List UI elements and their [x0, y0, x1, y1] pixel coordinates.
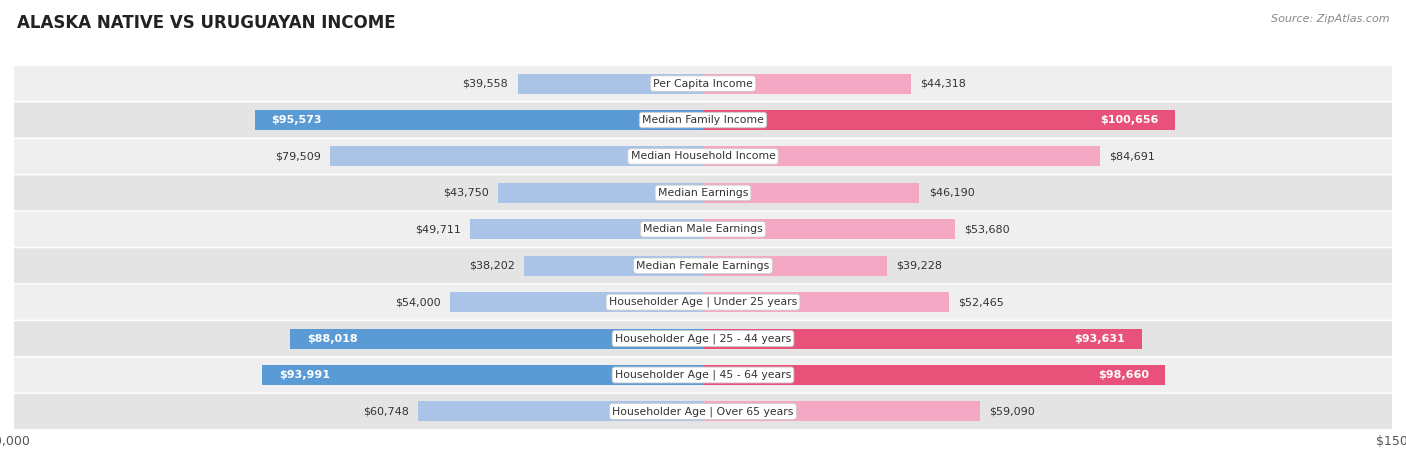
- Bar: [498, 183, 703, 203]
- Text: Median Male Earnings: Median Male Earnings: [643, 224, 763, 234]
- Text: $39,228: $39,228: [896, 261, 942, 271]
- Bar: [254, 110, 703, 130]
- Text: $79,509: $79,509: [276, 151, 321, 162]
- Text: Per Capita Income: Per Capita Income: [652, 78, 754, 89]
- Text: $46,190: $46,190: [929, 188, 974, 198]
- Text: $59,090: $59,090: [990, 406, 1035, 417]
- FancyBboxPatch shape: [14, 139, 1392, 174]
- Text: $95,573: $95,573: [271, 115, 322, 125]
- Text: Householder Age | 45 - 64 years: Householder Age | 45 - 64 years: [614, 370, 792, 380]
- Text: $53,680: $53,680: [965, 224, 1010, 234]
- Bar: [419, 402, 703, 421]
- Text: $60,748: $60,748: [363, 406, 409, 417]
- Bar: [703, 110, 1175, 130]
- Text: Source: ZipAtlas.com: Source: ZipAtlas.com: [1271, 14, 1389, 24]
- FancyBboxPatch shape: [14, 248, 1392, 283]
- Bar: [524, 256, 703, 276]
- Bar: [703, 329, 1142, 348]
- Text: $38,202: $38,202: [468, 261, 515, 271]
- Bar: [703, 292, 949, 312]
- Text: ALASKA NATIVE VS URUGUAYAN INCOME: ALASKA NATIVE VS URUGUAYAN INCOME: [17, 14, 395, 32]
- Bar: [703, 183, 920, 203]
- Bar: [291, 329, 703, 348]
- Text: $93,631: $93,631: [1074, 333, 1125, 344]
- Bar: [703, 74, 911, 93]
- Bar: [330, 147, 703, 166]
- FancyBboxPatch shape: [14, 285, 1392, 319]
- Text: $93,991: $93,991: [278, 370, 330, 380]
- Text: Median Family Income: Median Family Income: [643, 115, 763, 125]
- Bar: [450, 292, 703, 312]
- Bar: [517, 74, 703, 93]
- Text: Median Household Income: Median Household Income: [630, 151, 776, 162]
- FancyBboxPatch shape: [14, 66, 1392, 101]
- FancyBboxPatch shape: [14, 358, 1392, 392]
- FancyBboxPatch shape: [14, 103, 1392, 137]
- Text: $84,691: $84,691: [1109, 151, 1156, 162]
- Text: $43,750: $43,750: [443, 188, 489, 198]
- Text: Householder Age | Under 25 years: Householder Age | Under 25 years: [609, 297, 797, 307]
- Text: Median Earnings: Median Earnings: [658, 188, 748, 198]
- Text: Householder Age | Over 65 years: Householder Age | Over 65 years: [612, 406, 794, 417]
- Text: $54,000: $54,000: [395, 297, 440, 307]
- FancyBboxPatch shape: [14, 321, 1392, 356]
- Text: $52,465: $52,465: [959, 297, 1004, 307]
- Bar: [703, 147, 1099, 166]
- FancyBboxPatch shape: [14, 212, 1392, 247]
- Bar: [703, 256, 887, 276]
- Text: $98,660: $98,660: [1098, 370, 1149, 380]
- Text: Median Female Earnings: Median Female Earnings: [637, 261, 769, 271]
- Text: $49,711: $49,711: [415, 224, 461, 234]
- FancyBboxPatch shape: [14, 176, 1392, 210]
- Text: $39,558: $39,558: [463, 78, 508, 89]
- FancyBboxPatch shape: [14, 394, 1392, 429]
- Bar: [263, 365, 703, 385]
- Bar: [703, 365, 1166, 385]
- Text: Householder Age | 25 - 44 years: Householder Age | 25 - 44 years: [614, 333, 792, 344]
- Text: $100,656: $100,656: [1099, 115, 1159, 125]
- Bar: [703, 402, 980, 421]
- Text: $88,018: $88,018: [307, 333, 357, 344]
- Bar: [703, 219, 955, 239]
- Bar: [470, 219, 703, 239]
- Text: $44,318: $44,318: [920, 78, 966, 89]
